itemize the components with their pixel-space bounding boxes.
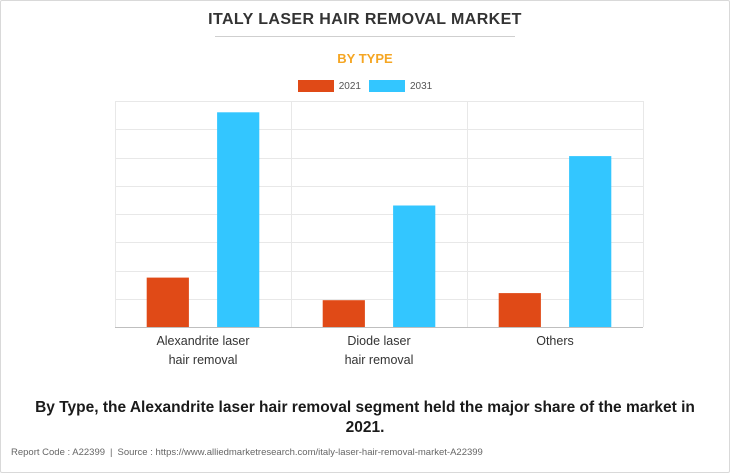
bar-2021-1 (322, 300, 365, 327)
x-tick-label: Others (536, 334, 574, 348)
bar-2031-2 (569, 156, 612, 327)
bar-2021-0 (146, 277, 189, 327)
chart-legend: 2021 2031 (0, 80, 730, 92)
legend-swatch-2031 (369, 80, 405, 92)
legend-swatch-2021 (297, 80, 334, 92)
footer: Report Code : A22399 | Source : https://ww… (11, 447, 483, 458)
report-code: Report Code : A22399 (11, 447, 106, 458)
legend-label-2021: 2021 (338, 80, 361, 92)
legend-label-2031: 2031 (410, 80, 433, 92)
title-divider (215, 36, 515, 37)
chart-title: ITALY LASER HAIR REMOVAL MARKET (208, 11, 522, 28)
bar-2031-0 (217, 112, 260, 327)
x-tick-label: Diode laser hair removal (345, 334, 414, 367)
x-tick-label: Alexandrite laser hair removal (156, 334, 249, 367)
source-text[interactable]: Source : https://www.alliedmarketresearc… (117, 447, 483, 458)
legend-item-2031[interactable]: 2031 (369, 80, 432, 92)
chart-subtitle: BY TYPE (337, 51, 393, 66)
legend-item-2021[interactable]: 2021 (297, 80, 361, 92)
bar-2031-1 (393, 205, 436, 327)
bar-2021-2 (498, 293, 541, 327)
footer-separator: | (110, 447, 113, 458)
chart-headline: By Type, the Alexandrite laser hair remo… (35, 399, 695, 436)
